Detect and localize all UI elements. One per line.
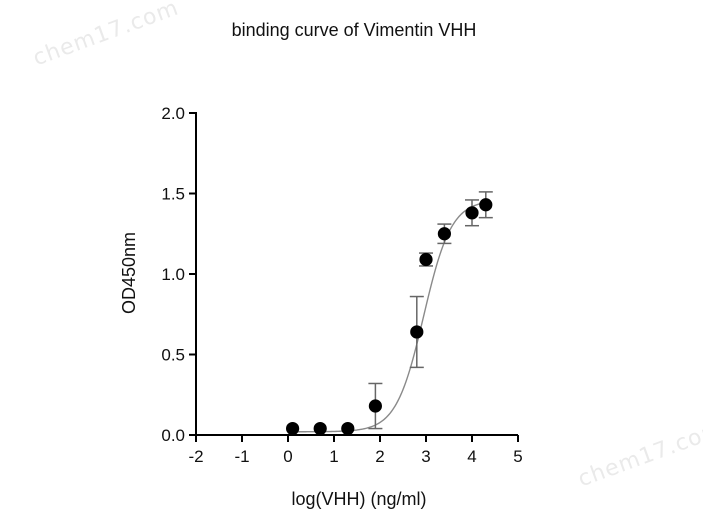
x-tick-label: 0 xyxy=(283,447,292,466)
data-point xyxy=(368,399,382,413)
x-tick-label: 3 xyxy=(421,447,430,466)
y-tick-label: 2.0 xyxy=(161,104,185,123)
data-point xyxy=(465,206,479,220)
data-point xyxy=(479,198,493,212)
x-tick-label: -1 xyxy=(234,447,249,466)
y-tick-label: 0.0 xyxy=(161,426,185,445)
chart-title: binding curve of Vimentin VHH xyxy=(232,20,477,40)
x-tick-label: 1 xyxy=(329,447,338,466)
data-point xyxy=(313,421,327,436)
watermark-bottom-right: chem17.com xyxy=(575,417,703,493)
data-point xyxy=(410,325,424,339)
data-point xyxy=(341,421,355,436)
fit-curve xyxy=(292,201,486,433)
x-tick-label: 4 xyxy=(467,447,476,466)
data-point xyxy=(285,421,300,436)
data-point xyxy=(419,252,433,267)
y-tick-label: 1.0 xyxy=(161,265,185,284)
x-tick-label: 5 xyxy=(513,447,522,466)
y-tick-label: 0.5 xyxy=(161,346,185,365)
y-tick-label: 1.5 xyxy=(161,185,185,204)
y-axis-label: OD450nm xyxy=(119,232,139,314)
watermark-top-left: chem17.com xyxy=(30,0,182,71)
x-tick-label: 2 xyxy=(375,447,384,466)
plot-area: 0.0 0.5 1.0 1.5 2.0 -2 -1 0 1 2 3 4 5 xyxy=(161,104,522,466)
x-axis-label: log(VHH) (ng/ml) xyxy=(291,489,426,509)
data-point xyxy=(437,227,451,241)
x-tick-label: -2 xyxy=(188,447,203,466)
